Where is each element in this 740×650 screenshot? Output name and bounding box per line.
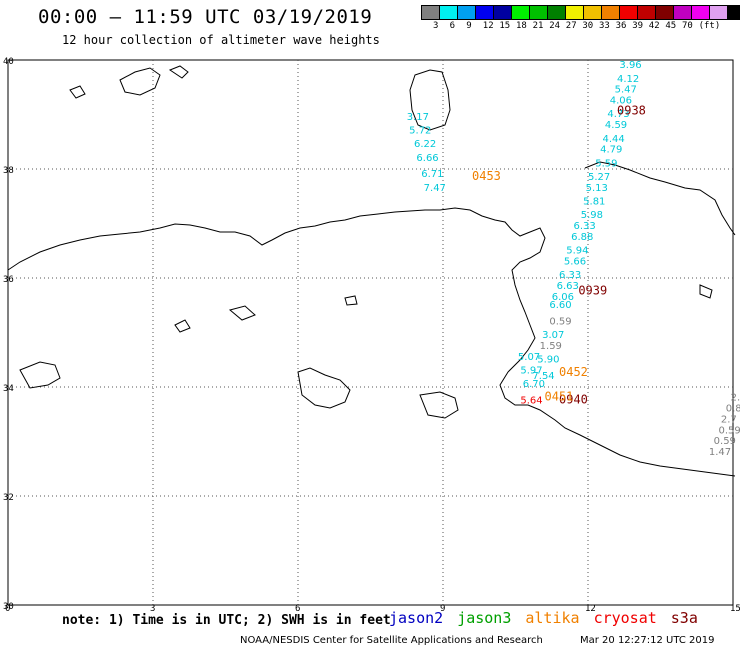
wave-height-value: 6.70: [523, 379, 545, 390]
legend-label-4: 15: [499, 21, 511, 31]
legend-label-16: (ft): [698, 21, 721, 31]
legend-label-7: 24: [549, 21, 561, 31]
wave-height-value: 4.59: [605, 120, 627, 131]
wave-height-value: 6.71: [421, 169, 443, 180]
wave-height-value: 5.13: [586, 183, 608, 194]
wave-height-value: 1.59: [540, 341, 562, 352]
color-legend: [421, 5, 740, 20]
wave-height-value: 3.17: [407, 112, 429, 123]
legend-label-10: 33: [599, 21, 610, 31]
wave-height-value: 3.96: [619, 60, 641, 71]
lon-label: 15: [730, 604, 740, 614]
legend-swatch-17: [727, 5, 740, 20]
legend-label-3: 12: [482, 21, 494, 31]
wave-height-value: 1.47: [709, 447, 731, 458]
wave-height-value: 6.63: [557, 281, 579, 292]
wave-height-value: 5.59: [595, 158, 617, 169]
wave-height-value: 6.22: [414, 139, 436, 150]
wave-height-value: 5.81: [583, 196, 605, 207]
wave-height-value: 0.59: [714, 436, 736, 447]
pass-time-label: 0451: [545, 390, 574, 404]
wave-height-value: 4.73: [607, 109, 629, 120]
legend-label-14: 45: [665, 21, 677, 31]
lon-label: 3: [150, 604, 155, 614]
map-title: 00:00 – 11:59 UTC 03/19/2019: [38, 6, 373, 28]
legend-label-8: 27: [565, 21, 577, 31]
pass-time-label: 0452: [559, 365, 588, 379]
wave-height-value: 5.97: [520, 365, 542, 376]
legend-label-6: 21: [532, 21, 544, 31]
legend-labels: 3 6 9 12 15 18 21 24 27 30 33 36 39 42 45 70 (ft): [421, 21, 740, 33]
legend-label-0: 3: [433, 21, 439, 31]
lat-label: 32: [3, 493, 14, 503]
wave-height-value: 2.7: [721, 414, 737, 425]
lon-label: 12: [585, 604, 596, 614]
pass-time-label: 0940: [559, 392, 588, 406]
legend-label-13: 42: [648, 21, 660, 31]
wave-height-value: 7.54: [532, 371, 554, 382]
satellite-cryosat: cryosat: [593, 609, 657, 627]
legend-label-15: 70: [682, 21, 693, 31]
legend-label-9: 30: [582, 21, 594, 31]
coastline-sardinia: [409, 69, 451, 131]
legend-label-5: 18: [516, 21, 527, 31]
lat-label: 40: [3, 57, 14, 67]
wave-height-value: 5.90: [537, 354, 559, 365]
wave-height-value: 7.47: [424, 183, 446, 194]
wave-height-value: 4.79: [600, 145, 622, 156]
wave-height-value: 6.33: [559, 270, 581, 281]
lat-label: 34: [3, 384, 14, 394]
coastline-balearic: [119, 67, 161, 96]
satellite-legend: jason2 jason3 altika cryosat s3a: [389, 609, 698, 627]
lon-label: 0: [5, 604, 10, 614]
wave-height-value: 6.66: [416, 153, 438, 164]
wave-height-value: 5.07: [518, 352, 540, 363]
pass-time-label: 0938: [617, 104, 646, 118]
wave-height-value: 5.72: [409, 126, 431, 137]
satellite-jason2: jason2: [389, 609, 444, 627]
lat-label: 30: [3, 602, 14, 612]
credit-text: NOAA/NESDIS Center for Satellite Applica…: [240, 635, 543, 646]
legend-label-12: 39: [632, 21, 644, 31]
lat-label: 36: [3, 275, 14, 285]
map-frame: [7, 59, 734, 606]
satellite-jason3: jason3: [457, 609, 512, 627]
lat-label: 38: [3, 166, 14, 176]
wave-height-value: 4.06: [610, 96, 632, 107]
wave-height-value: 5.94: [566, 245, 588, 256]
wave-height-value: 5.47: [615, 85, 637, 96]
coastline-sicily: [584, 161, 736, 236]
wave-height-value: 5.66: [564, 256, 586, 267]
timestamp-text: Mar 20 12:27:12 UTC 2019: [580, 635, 715, 646]
wave-height-value: 0.8: [726, 404, 740, 415]
footer-note: note: 1) Time is in UTC; 2) SWH is in fe…: [62, 613, 391, 628]
wave-height-value: 0.59: [549, 316, 571, 327]
wave-height-value: 4.12: [617, 74, 639, 85]
map-subtitle: 12 hour collection of altimeter wave hei…: [62, 33, 380, 47]
satellite-altika: altika: [525, 609, 580, 627]
wave-height-value: 6.33: [574, 221, 596, 232]
legend-label-11: 36: [615, 21, 627, 31]
wave-height-value: 6.60: [549, 300, 571, 311]
legend-label-2: 9: [466, 21, 472, 31]
wave-height-value: 3.07: [542, 330, 564, 341]
coastline-africa: [7, 207, 736, 477]
satellite-s3a: s3a: [670, 609, 698, 627]
legend-label-1: 6: [449, 21, 456, 31]
wave-height-value: 4.44: [603, 134, 625, 145]
wave-height-value: 5.27: [588, 172, 610, 183]
wave-height-value: 5.98: [581, 210, 603, 221]
wave-height-value: 2.: [731, 393, 740, 404]
wave-height-value: 5.64: [520, 395, 542, 406]
lon-label: 6: [295, 604, 300, 614]
lon-label: 9: [440, 604, 445, 614]
wave-height-value: 6.06: [552, 292, 574, 303]
pass-time-label: 0939: [578, 283, 607, 297]
pass-time-label: 0453: [472, 169, 501, 183]
wave-height-value: 6.88: [571, 232, 593, 243]
wave-height-value: 0.59: [719, 425, 740, 436]
